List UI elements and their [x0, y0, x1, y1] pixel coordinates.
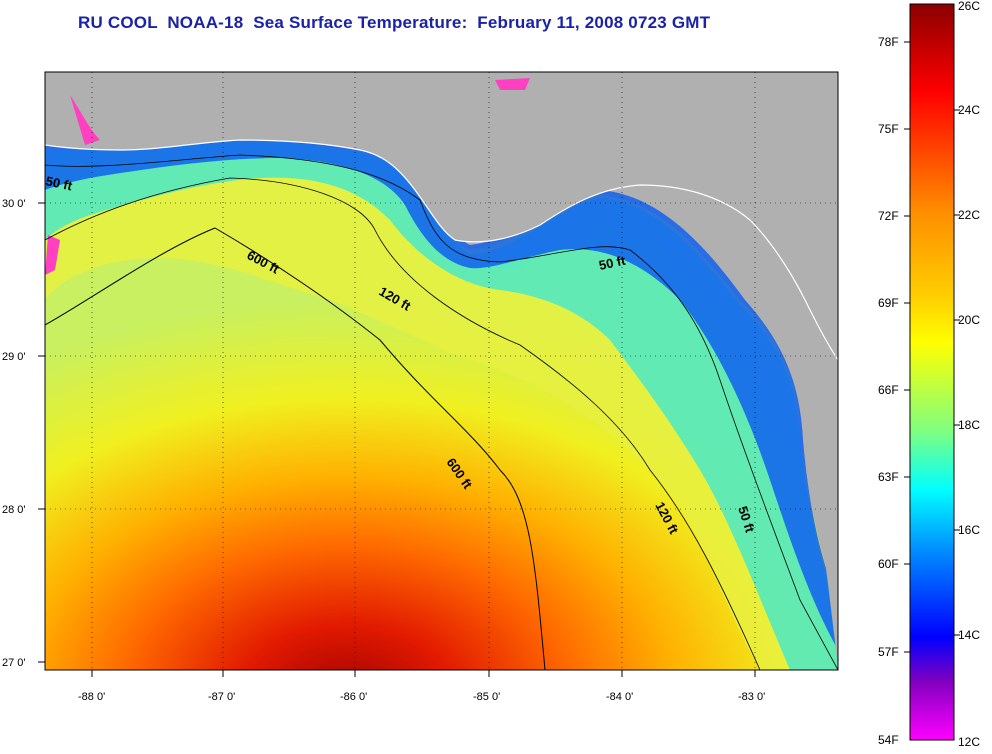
map-title: RU COOL NOAA-18 Sea Surface Temperature:…	[78, 13, 711, 32]
colorbar-f-label: 57F	[878, 645, 899, 659]
colorbar-f-label: 60F	[878, 557, 899, 571]
longitude-label: -85 0'	[473, 691, 500, 703]
latitude-label: 30 0'	[2, 198, 26, 210]
colorbar-c-label: 22C	[958, 208, 980, 222]
colorbar-f-label: 72F	[878, 209, 899, 223]
graticule	[45, 72, 838, 670]
axis-ticks	[38, 202, 756, 677]
latitude-label: 27 0'	[2, 657, 26, 669]
colorbar-c-label: 24C	[958, 103, 980, 117]
longitude-label: -87 0'	[208, 691, 235, 703]
contour-label: 50 ft	[598, 253, 628, 273]
latitude-label: 29 0'	[2, 351, 26, 363]
longitude-label: -84 0'	[606, 691, 633, 703]
contour-label: 50 ft	[44, 173, 74, 193]
colorbar-c-label: 18C	[958, 418, 980, 432]
latitude-label: 28 0'	[2, 504, 26, 516]
colorbar-f-label: 69F	[878, 296, 899, 310]
longitude-label: -88 0'	[78, 691, 105, 703]
colorbar-c-label: 26C	[958, 0, 980, 13]
sea-surface-field	[45, 72, 838, 670]
map-border	[44, 71, 839, 671]
colorbar-ticks	[904, 41, 960, 653]
colorbar	[909, 3, 955, 741]
colorbar-f-label: 78F	[878, 35, 899, 49]
colorbar-f-label: 54F	[878, 733, 899, 747]
colorbar-f-label: 66F	[878, 383, 899, 397]
colorbar-c-label: 14C	[958, 628, 980, 642]
longitude-label: -86 0'	[340, 691, 367, 703]
colorbar-c-label: 12C	[958, 735, 980, 749]
colorbar-f-label: 63F	[878, 470, 899, 484]
colorbar-c-label: 20C	[958, 313, 980, 327]
colorbar-f-label: 75F	[878, 122, 899, 136]
colorbar-c-label: 16C	[958, 523, 980, 537]
longitude-label: -83 0'	[738, 691, 765, 703]
